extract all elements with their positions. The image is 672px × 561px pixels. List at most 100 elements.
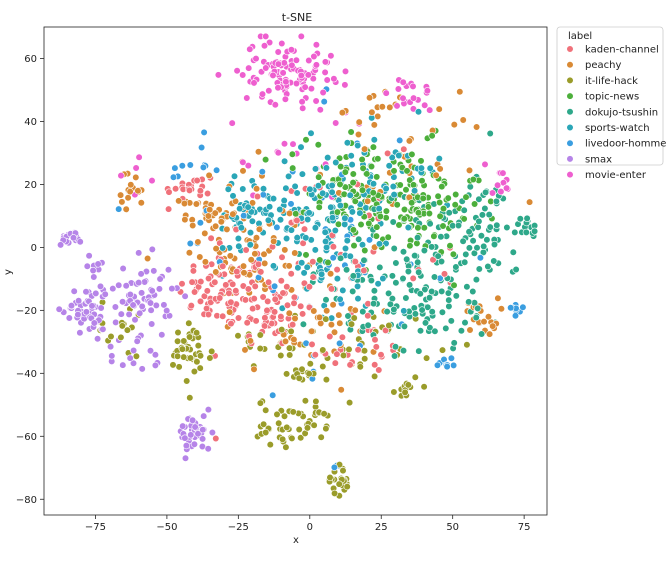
scatter-point-smax [181, 434, 189, 442]
scatter-point-peachy [239, 167, 247, 175]
scatter-point-peachy [486, 330, 494, 338]
scatter-point-movie-enter [246, 45, 254, 53]
scatter-point-smax [111, 303, 119, 311]
scatter-point-peachy [201, 258, 209, 266]
legend-label-sports-watch: sports-watch [585, 123, 650, 134]
scatter-point-smax [131, 316, 139, 324]
scatter-point-movie-enter [399, 94, 407, 102]
scatter-point-peachy [291, 314, 299, 323]
scatter-point-kaden-channel [242, 246, 250, 254]
scatter-point-sports-watch [239, 185, 247, 193]
scatter-point-dokujo-tsushin [337, 254, 345, 262]
scatter-point-peachy [260, 250, 268, 258]
scatter-point-movie-enter [260, 42, 269, 50]
scatter-point-topic-news [418, 177, 426, 185]
scatter-point-sports-watch [328, 188, 336, 196]
scatter-point-it-life-hack [401, 388, 409, 397]
scatter-point-it-life-hack [322, 315, 330, 323]
scatter-point-dokujo-tsushin [454, 221, 463, 230]
scatter-point-it-life-hack [438, 346, 447, 354]
scatter-point-livedoor-homme [476, 254, 485, 262]
scatter-point-smax [151, 361, 159, 370]
scatter-point-sports-watch [341, 220, 349, 228]
scatter-point-smax [135, 249, 143, 257]
scatter-point-peachy [134, 187, 142, 195]
scatter-point-dokujo-tsushin [428, 308, 436, 316]
scatter-point-peachy [252, 234, 261, 242]
scatter-point-smax [70, 287, 78, 295]
scatter-point-movie-enter [301, 83, 309, 91]
scatter-point-smax [208, 428, 216, 437]
scatter-point-peachy [330, 328, 339, 336]
scatter-point-smax [148, 245, 156, 253]
scatter-point-livedoor-homme [273, 223, 281, 231]
scatter-point-dokujo-tsushin [445, 296, 453, 304]
scatter-point-it-life-hack [180, 353, 188, 361]
scatter-point-sports-watch [411, 187, 419, 195]
scatter-point-topic-news [439, 222, 447, 230]
scatter-point-it-life-hack [285, 344, 294, 352]
scatter-point-it-life-hack [180, 337, 188, 345]
scatter-point-topic-news [341, 168, 349, 176]
scatter-point-sports-watch [379, 274, 387, 283]
scatter-point-sports-watch [248, 217, 256, 225]
scatter-point-peachy [132, 173, 140, 181]
scatter-point-kaden-channel [207, 298, 215, 306]
scatter-point-kaden-channel [440, 270, 449, 278]
scatter-point-kaden-channel [196, 297, 205, 306]
scatter-point-sports-watch [311, 224, 320, 232]
scatter-point-sports-watch [328, 214, 337, 222]
legend: label kaden-channel peachy it-life-hack top… [556, 26, 666, 181]
y-tick-label: 40 [24, 117, 37, 128]
scatter-point-it-life-hack [196, 364, 204, 372]
scatter-point-movie-enter [279, 69, 287, 77]
scatter-point-movie-enter [321, 58, 330, 66]
scatter-point-kaden-channel [311, 351, 319, 359]
scatter-point-sports-watch [319, 189, 327, 197]
scatter-point-peachy [489, 322, 497, 330]
scatter-point-sports-watch [354, 141, 362, 150]
scatter-point-kaden-channel [219, 262, 227, 270]
scatter-point-smax [83, 262, 91, 270]
scatter-point-movie-enter [409, 82, 417, 90]
scatter-point-peachy [281, 246, 289, 254]
scatter-point-sports-watch [298, 259, 306, 267]
scatter-point-dokujo-tsushin [392, 279, 400, 287]
scatter-point-kaden-channel [309, 258, 317, 266]
scatter-point-topic-news [469, 175, 477, 184]
scatter-point-dokujo-tsushin [485, 211, 493, 219]
scatter-point-peachy [450, 120, 458, 129]
scatter-point-smax [88, 302, 96, 310]
scatter-point-it-life-hack [371, 372, 379, 381]
scatter-point-dokujo-tsushin [389, 218, 397, 226]
scatter-point-movie-enter [488, 189, 497, 197]
scatter-point-sports-watch [400, 307, 408, 315]
scatter-point-livedoor-homme [186, 161, 194, 169]
scatter-point-topic-news [446, 242, 454, 250]
scatter-point-sports-watch [322, 237, 330, 246]
scatter-point-livedoor-homme [258, 168, 266, 176]
scatter-point-topic-news [393, 201, 401, 209]
scatter-point-smax [96, 282, 105, 291]
scatter-point-topic-news [336, 180, 344, 188]
scatter-point-peachy [217, 218, 225, 226]
scatter-point-smax [137, 270, 145, 278]
scatter-point-kaden-channel [364, 312, 372, 320]
scatter-point-livedoor-homme [365, 236, 374, 244]
scatter-point-kaden-channel [377, 351, 385, 359]
scatter-point-smax [168, 285, 176, 293]
scatter-point-dokujo-tsushin [516, 215, 524, 223]
legend-marker-smax [566, 155, 574, 163]
scatter-point-movie-enter [319, 88, 327, 97]
scatter-point-smax [94, 260, 102, 268]
scatter-point-movie-enter [423, 87, 432, 95]
scatter-point-it-life-hack [343, 483, 351, 491]
scatter-point-topic-news [288, 150, 297, 158]
y-tick-label: −60 [16, 432, 37, 443]
scatter-point-topic-news [417, 157, 425, 165]
scatter-point-peachy [435, 105, 443, 113]
scatter-point-sports-watch [417, 164, 426, 172]
scatter-point-topic-news [314, 141, 322, 149]
scatter-point-smax [133, 337, 141, 345]
scatter-point-it-life-hack [256, 344, 264, 353]
